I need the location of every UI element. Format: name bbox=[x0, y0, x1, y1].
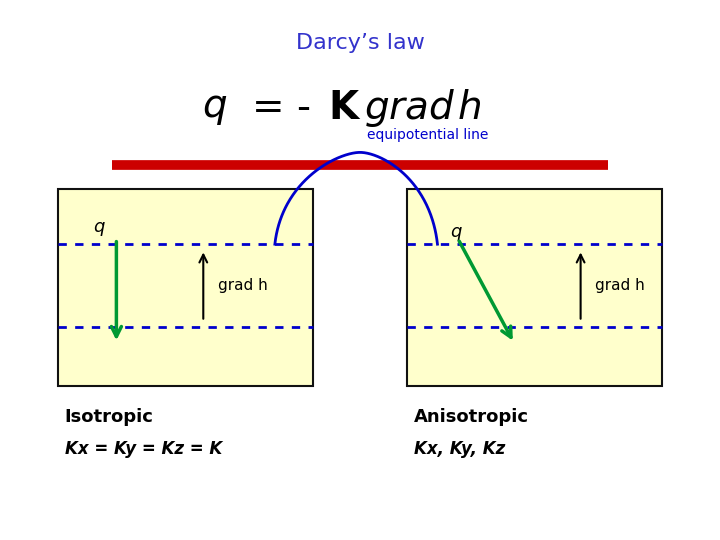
Text: Anisotropic: Anisotropic bbox=[414, 408, 529, 426]
Bar bbox=[58, 189, 313, 386]
Text: equipotential line: equipotential line bbox=[367, 127, 489, 141]
Bar bbox=[407, 189, 662, 386]
Text: Kx = Ky = Kz = K: Kx = Ky = Kz = K bbox=[65, 440, 222, 458]
Text: Isotropic: Isotropic bbox=[65, 408, 153, 426]
Text: q: q bbox=[450, 224, 462, 241]
Text: grad h: grad h bbox=[595, 278, 644, 293]
Text: = -: = - bbox=[252, 89, 311, 127]
Text: Darcy’s law: Darcy’s law bbox=[296, 33, 424, 53]
Text: grad h: grad h bbox=[217, 278, 267, 293]
Text: Kx, Ky, Kz: Kx, Ky, Kz bbox=[414, 440, 505, 458]
Text: $\mathit{grad}$: $\mathit{grad}$ bbox=[364, 87, 455, 129]
Text: $\mathbf{K}$: $\mathbf{K}$ bbox=[328, 89, 361, 127]
Text: q: q bbox=[94, 218, 105, 236]
Text: $q$: $q$ bbox=[202, 89, 227, 127]
Text: $\mathit{h}$: $\mathit{h}$ bbox=[457, 89, 481, 127]
